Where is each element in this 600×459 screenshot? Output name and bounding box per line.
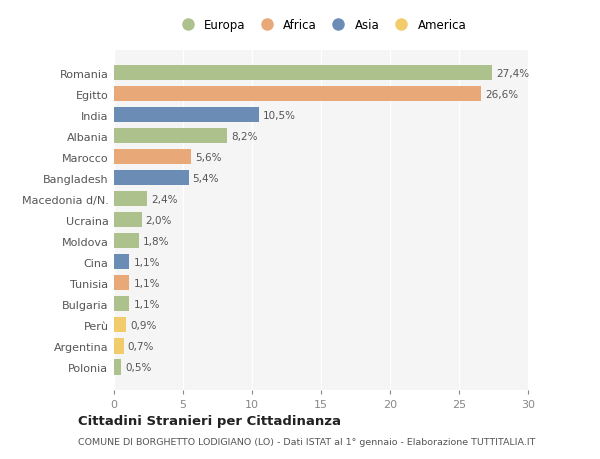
Text: 1,1%: 1,1%	[133, 257, 160, 267]
Bar	[114, 66, 492, 81]
Bar	[114, 234, 139, 249]
Bar	[114, 318, 127, 333]
Text: 5,4%: 5,4%	[193, 174, 219, 183]
Text: 2,4%: 2,4%	[151, 194, 178, 204]
Text: 0,7%: 0,7%	[128, 341, 154, 351]
Text: 1,1%: 1,1%	[133, 278, 160, 288]
Bar	[114, 255, 129, 270]
Bar	[114, 339, 124, 354]
Text: Cittadini Stranieri per Cittadinanza: Cittadini Stranieri per Cittadinanza	[78, 414, 341, 428]
Text: 10,5%: 10,5%	[263, 111, 296, 120]
Bar	[114, 192, 147, 207]
Text: 1,8%: 1,8%	[143, 236, 169, 246]
Text: 2,0%: 2,0%	[146, 215, 172, 225]
Bar	[114, 297, 129, 312]
Text: 0,5%: 0,5%	[125, 362, 151, 372]
Bar	[114, 171, 188, 186]
Text: 27,4%: 27,4%	[496, 68, 529, 78]
Text: 1,1%: 1,1%	[133, 299, 160, 309]
Text: 8,2%: 8,2%	[231, 131, 258, 141]
Text: 26,6%: 26,6%	[485, 90, 518, 100]
Text: COMUNE DI BORGHETTO LODIGIANO (LO) - Dati ISTAT al 1° gennaio - Elaborazione TUT: COMUNE DI BORGHETTO LODIGIANO (LO) - Dat…	[78, 437, 535, 446]
Text: 5,6%: 5,6%	[196, 152, 222, 162]
Bar	[114, 129, 227, 144]
Bar	[114, 108, 259, 123]
Legend: Europa, Africa, Asia, America: Europa, Africa, Asia, America	[176, 19, 466, 32]
Bar	[114, 87, 481, 102]
Bar	[114, 276, 129, 291]
Bar	[114, 150, 191, 165]
Bar	[114, 213, 142, 228]
Text: 0,9%: 0,9%	[131, 320, 157, 330]
Bar	[114, 359, 121, 375]
